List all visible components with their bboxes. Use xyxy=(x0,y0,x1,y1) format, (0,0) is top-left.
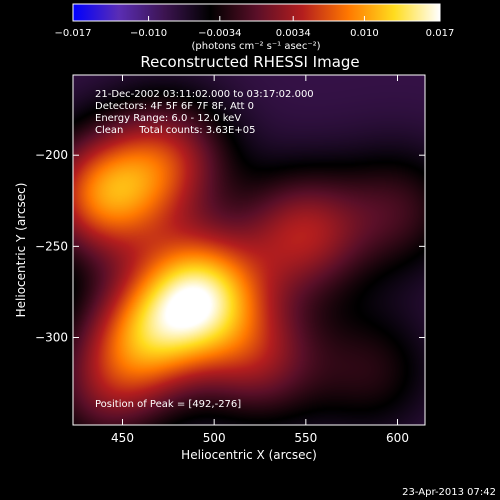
peak-position-label: Position of Peak = [492,-276] xyxy=(95,399,241,410)
colorbar-tick-label: 0.010 xyxy=(350,28,379,39)
colorbar-tick-label: 0.0034 xyxy=(276,28,311,39)
colorbar-tick-label: −0.017 xyxy=(54,28,91,39)
info-annotations: 21-Dec-2002 03:11:02.000 to 03:17:02.000… xyxy=(95,89,314,410)
y-axis-ticks: −200 −250 −300 xyxy=(35,148,425,345)
colorbar-tick-label: 0.017 xyxy=(426,28,455,39)
y-tick-label: −200 xyxy=(35,148,68,162)
x-tick-label: 500 xyxy=(203,431,226,445)
annotation-detectors: Detectors: 4F 5F 6F 7F 8F, Att 0 xyxy=(95,101,254,112)
x-tick-label: 450 xyxy=(111,431,134,445)
colorbar-tick-label: −0.010 xyxy=(130,28,167,39)
y-tick-label: −300 xyxy=(35,331,68,345)
x-axis-ticks: 450 500 550 600 xyxy=(111,75,409,445)
y-tick-label: −250 xyxy=(35,239,68,253)
x-tick-label: 550 xyxy=(294,431,317,445)
annotation-energy: Energy Range: 6.0 - 12.0 keV xyxy=(95,113,241,124)
annotation-time: 21-Dec-2002 03:11:02.000 to 03:17:02.000 xyxy=(95,89,314,100)
colorbar-tick-label: −0.0034 xyxy=(198,28,241,39)
chart-title: Reconstructed RHESSI Image xyxy=(140,53,359,71)
x-tick-label: 600 xyxy=(386,431,409,445)
colorbar-ticks: −0.017 −0.010 −0.0034 0.0034 0.010 0.017 xyxy=(54,16,454,39)
footer-timestamp: 23-Apr-2013 07:42 xyxy=(402,487,496,498)
heatmap-image-wrap xyxy=(73,75,425,425)
annotation-counts: Clean Total counts: 3.63E+05 xyxy=(95,125,255,136)
colorbar: −0.017 −0.010 −0.0034 0.0034 0.010 0.017 (pho… xyxy=(54,3,454,52)
heatmap-image xyxy=(73,75,425,425)
plot-frame xyxy=(72,74,426,426)
colorbar-bar xyxy=(72,3,441,22)
colorbar-units: (photons cm⁻² s⁻¹ asec⁻²) xyxy=(191,41,320,52)
y-axis-label: Heliocentric Y (arcsec) xyxy=(14,183,28,318)
heatmap xyxy=(73,75,425,425)
x-axis-label: Heliocentric X (arcsec) xyxy=(181,448,317,462)
